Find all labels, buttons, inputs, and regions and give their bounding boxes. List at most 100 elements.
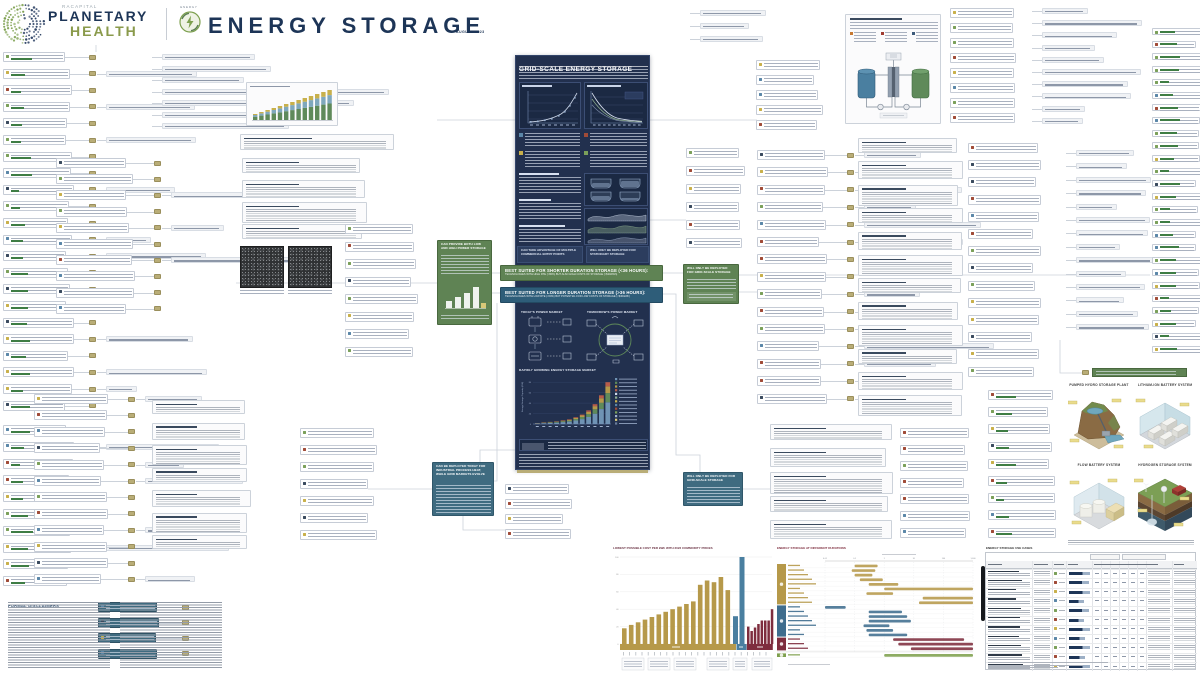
cell-value <box>1113 628 1117 630</box>
poster-title: ENERGY STORAGE <box>208 13 486 38</box>
node-text <box>1159 107 1199 112</box>
connector <box>1066 193 1076 194</box>
label-text <box>109 140 191 142</box>
label-text <box>1079 153 1129 155</box>
category-icon <box>1154 246 1158 250</box>
logo-dot <box>18 4 21 7</box>
connector <box>828 172 847 174</box>
category-icon <box>507 516 511 520</box>
node-card <box>300 496 374 506</box>
connector <box>129 227 154 229</box>
mini-bar-seg <box>290 110 295 120</box>
node-card <box>950 83 1015 93</box>
link-node <box>128 560 135 566</box>
label-text <box>165 126 284 128</box>
cell-value <box>1140 609 1144 611</box>
tech-icon <box>1054 664 1057 668</box>
node-card <box>757 237 819 247</box>
category-icon <box>759 274 763 278</box>
label-text <box>165 57 250 59</box>
category-icon <box>5 104 9 108</box>
tech-label <box>1059 581 1065 583</box>
duration-bar <box>868 615 908 618</box>
stat-bar <box>10 430 30 433</box>
node-card <box>505 529 571 539</box>
node-card <box>900 527 966 538</box>
node-card <box>900 428 969 438</box>
node-text <box>10 171 69 176</box>
connector <box>136 399 145 400</box>
usecase-name <box>988 598 1016 600</box>
stat-bar <box>10 497 23 500</box>
category-icon <box>759 396 763 400</box>
header-label <box>1034 564 1048 566</box>
panel-text <box>862 145 952 152</box>
category-icon <box>58 306 62 310</box>
maroon-bar <box>750 631 753 644</box>
label-text <box>1045 84 1123 86</box>
text-panel <box>152 512 247 533</box>
node-card <box>3 350 68 361</box>
logo-dot <box>6 27 10 30</box>
node-card <box>968 332 1032 343</box>
category-icon <box>1154 309 1158 313</box>
header-label <box>1130 564 1140 566</box>
node-card <box>3 101 70 112</box>
stat-bar <box>1159 144 1178 147</box>
logo-dot <box>20 14 22 17</box>
node-text <box>995 496 1053 501</box>
category-icon <box>1154 106 1158 110</box>
stat-bar <box>10 447 24 450</box>
cell-value <box>1140 581 1144 583</box>
cell-value <box>1140 591 1144 593</box>
node-text <box>763 93 816 99</box>
callout-title: CAN PROVIDE BOTH LOW AND HIGH POWER STOR… <box>441 242 486 250</box>
node-text <box>63 193 124 200</box>
group-icon <box>779 619 784 623</box>
connector <box>822 294 847 295</box>
node-text <box>763 123 815 129</box>
legend-label <box>619 404 637 406</box>
node-text <box>1159 246 1194 251</box>
category-icon <box>347 279 351 282</box>
column-separator <box>1032 561 1033 671</box>
notes-cell <box>1148 608 1170 615</box>
node-text <box>10 55 63 59</box>
maroon-bar <box>747 626 750 644</box>
node-card <box>3 334 74 345</box>
node-text <box>1159 94 1200 99</box>
connector <box>152 80 162 81</box>
category-icon <box>759 378 763 382</box>
node-text <box>10 370 72 375</box>
legend-box <box>647 657 671 671</box>
tech-label <box>1059 572 1065 574</box>
node-card <box>757 376 821 387</box>
node-card <box>1152 129 1199 137</box>
link-node <box>89 54 96 60</box>
node-card <box>34 525 104 536</box>
cell-value <box>1095 665 1099 667</box>
category-icon <box>5 477 9 481</box>
duration-bar <box>868 610 902 614</box>
connector <box>72 389 89 390</box>
label-text <box>1079 313 1133 316</box>
connector <box>152 57 162 58</box>
stack-seg <box>599 402 604 409</box>
label-node <box>1076 176 1151 183</box>
connector <box>821 381 847 382</box>
category-icon <box>990 392 994 396</box>
x-tick <box>574 426 578 427</box>
logo-dot <box>30 9 33 12</box>
connector <box>108 513 128 515</box>
label-node <box>1076 257 1155 264</box>
node-card <box>1152 104 1200 112</box>
panel-heading <box>862 235 906 237</box>
row-label <box>788 587 800 590</box>
label-text <box>1045 47 1090 49</box>
node-card <box>505 484 569 494</box>
connector <box>74 339 89 340</box>
label-node <box>162 77 244 83</box>
node-text <box>352 332 407 338</box>
connector <box>826 224 847 226</box>
